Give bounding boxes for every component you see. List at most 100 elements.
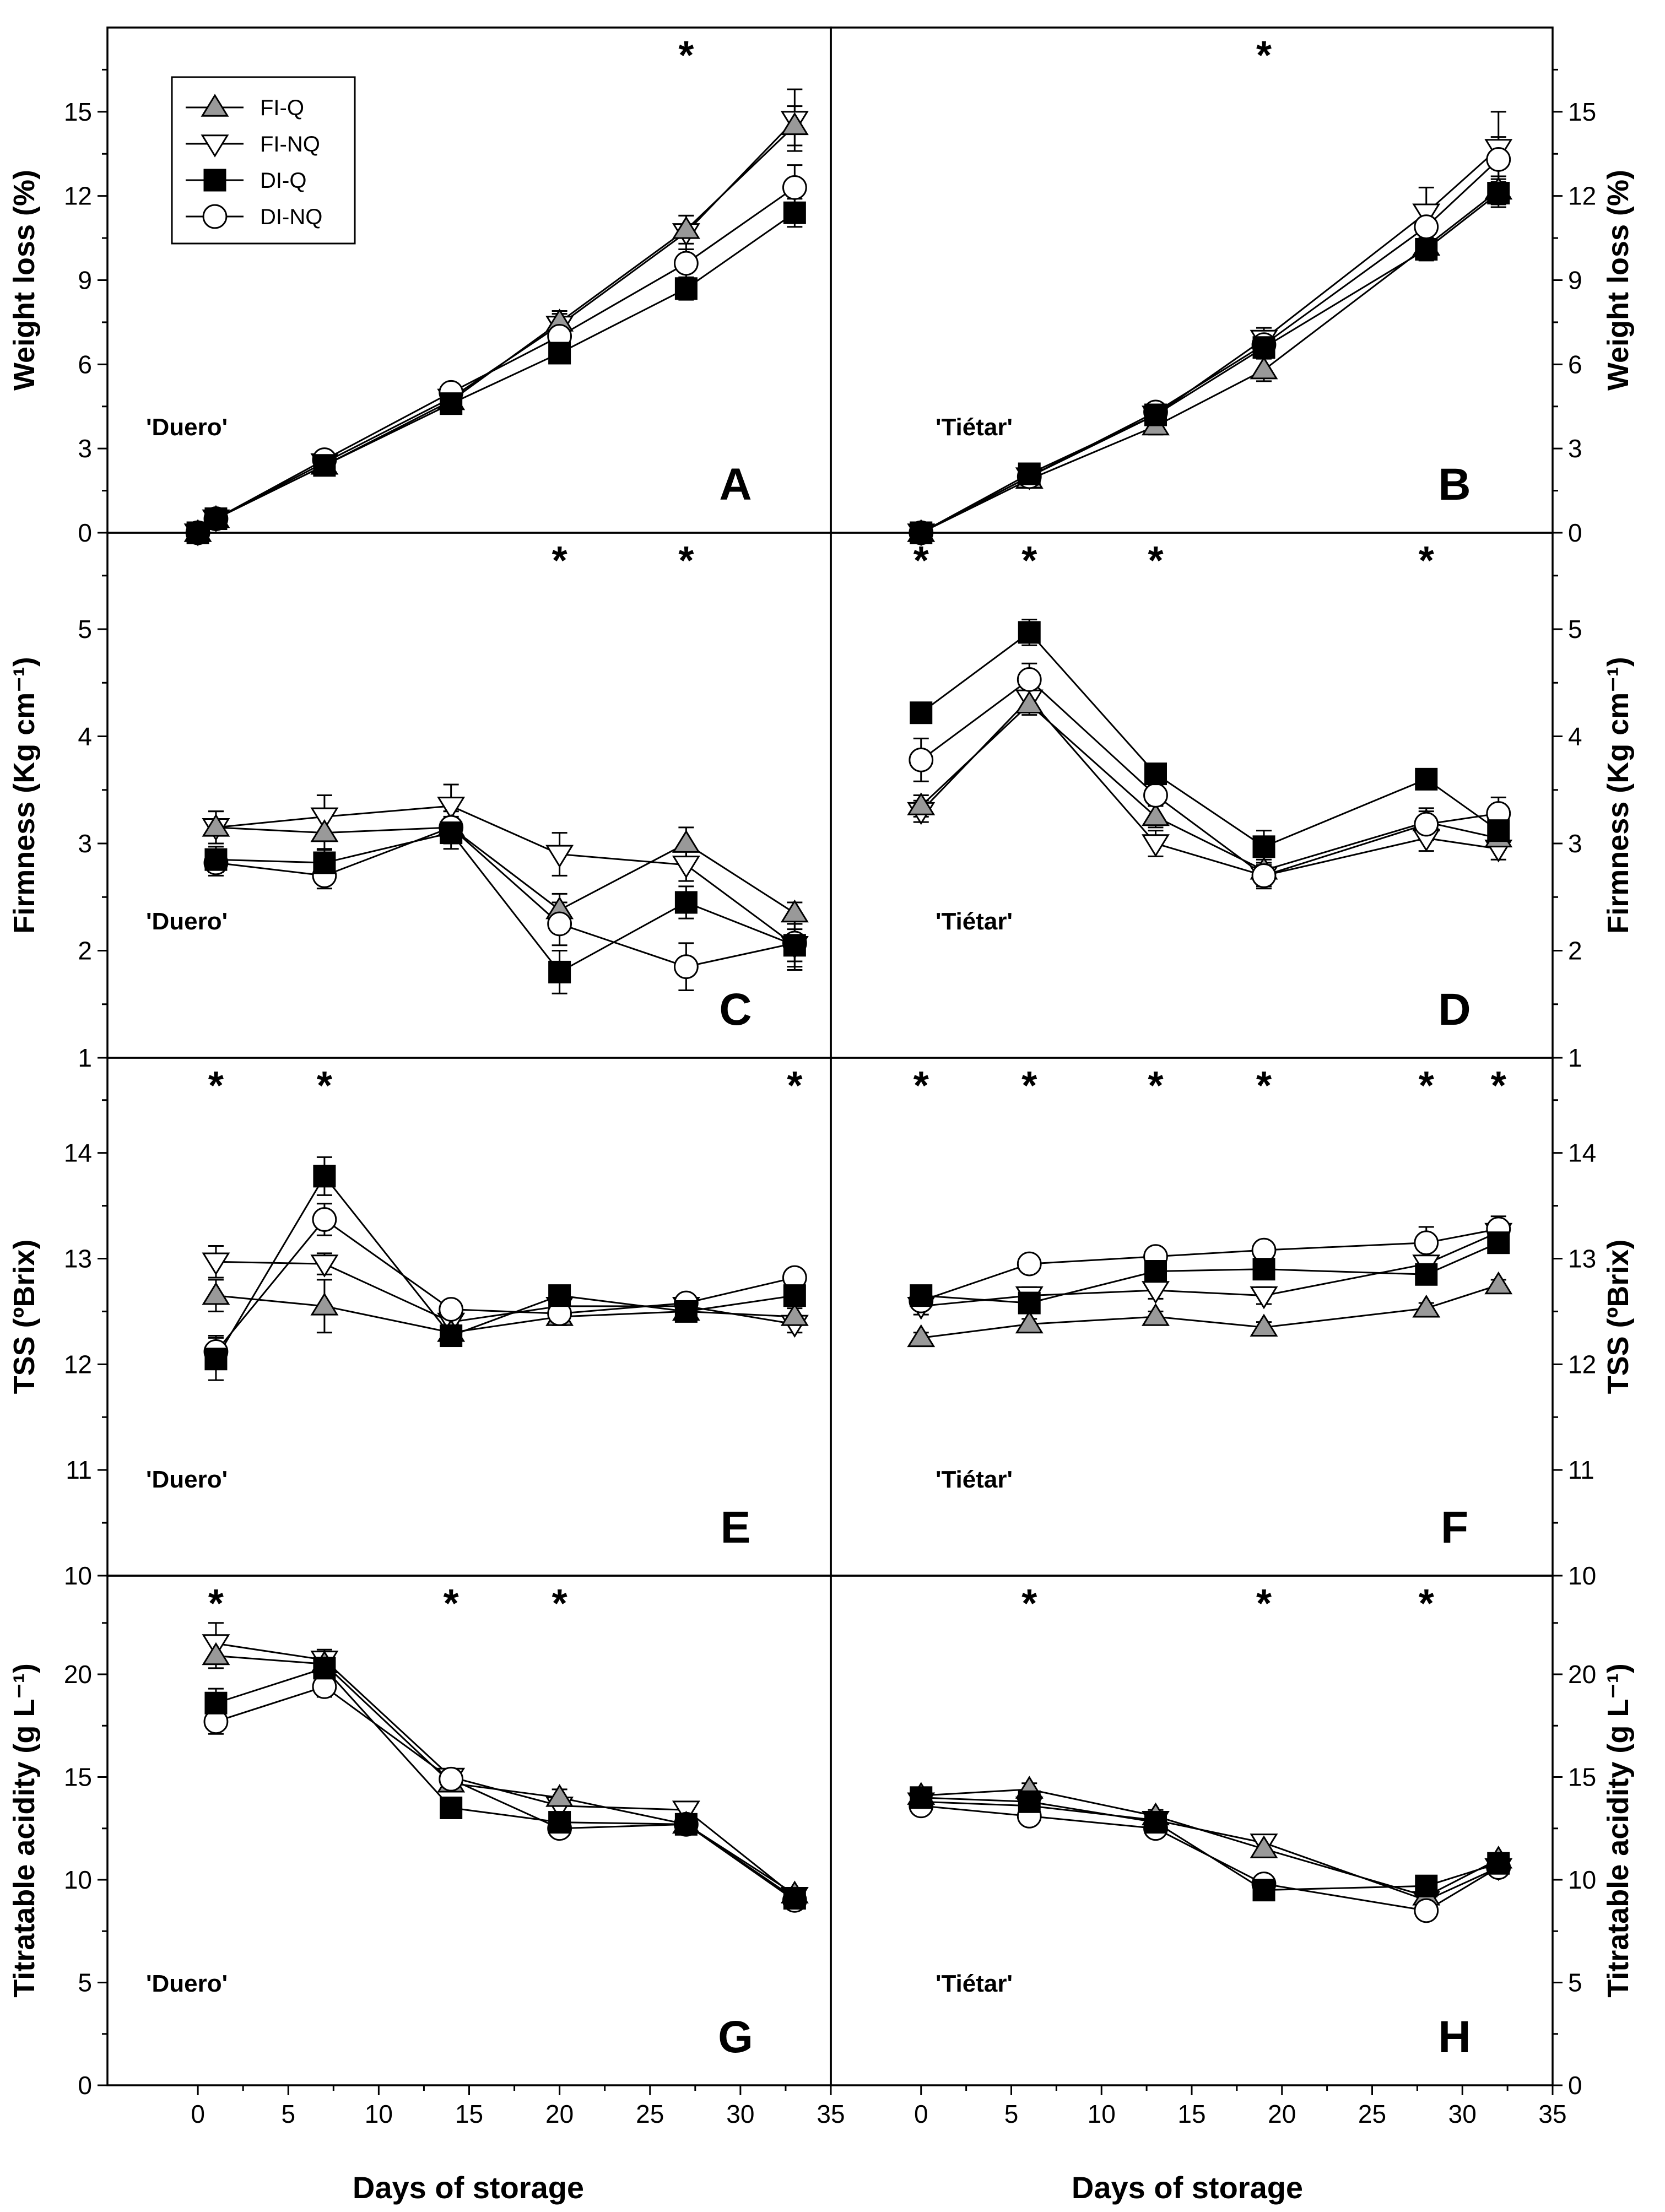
y-tick-label: 14 [1568, 1139, 1596, 1167]
data-point [1415, 767, 1438, 791]
panel-b-series-di-nq [913, 136, 1506, 537]
legend-item-fi-q: FI-Q [186, 94, 304, 120]
legend-label: FI-Q [260, 96, 304, 120]
y-tick-label: 10 [1568, 1865, 1596, 1894]
data-point [204, 507, 228, 531]
data-point [783, 1887, 806, 1910]
panel-d-letter: D [1438, 985, 1471, 1035]
x-tick-label: 15 [1177, 2100, 1205, 2128]
series-line [921, 192, 1499, 534]
series-line [920, 678, 1499, 877]
panel-e-markers-di-q [204, 1165, 806, 1371]
data-point [910, 1786, 933, 1809]
panel-b-y-axis: 0 3 6 9 12 15 [1553, 68, 1596, 547]
x-tick-label: 25 [636, 2100, 664, 2128]
panel-a-y-axis: 0 3 6 9 12 15 [64, 68, 107, 547]
significance-star: * [444, 1582, 459, 1626]
significance-star: * [1256, 1582, 1272, 1626]
data-point [1144, 762, 1167, 786]
panel-g-markers-di-q [204, 1657, 806, 1910]
panel-g-series-di-q [208, 1654, 803, 1906]
panel-f: 10 11 12 13 14 TSS (ºBrix) * * * * * * 'Tiétar' F [830, 1057, 1635, 1590]
data-point [672, 830, 700, 853]
panel-a-y-axis-label: Weight loss (%) [8, 170, 41, 391]
data-point [1252, 336, 1275, 359]
panel-f-cultivar-label: 'Tiétar' [936, 1466, 1013, 1493]
panel-e-letter: E [721, 1502, 751, 1553]
data-point [907, 792, 936, 815]
series-line [215, 831, 795, 974]
significance-star: * [1021, 1582, 1037, 1626]
data-point [1414, 214, 1439, 240]
panel-g: 0 5 10 15 20 Titratable acidity (g L⁻¹) 0 5 10 15… [8, 1575, 845, 2128]
significance-star: * [1256, 34, 1272, 78]
data-point [1018, 1291, 1041, 1315]
data-point [1252, 1879, 1275, 1902]
panel-f-markers-fi-q [907, 1271, 1513, 1348]
significance-star: * [913, 539, 929, 583]
panel-d: 1 2 3 4 5 Firmness (Kg cm⁻¹) * * * * 'Tiétar' D [830, 532, 1635, 1072]
y-tick-label: 15 [1568, 1763, 1596, 1792]
panel-c-y-axis-label: Firmness (Kg cm⁻¹) [8, 657, 41, 934]
y-tick-label: 4 [1568, 722, 1582, 751]
panel-a-markers-di-q [186, 201, 806, 544]
panel-c-markers-di-q [204, 821, 806, 983]
significance-star: * [1256, 1064, 1272, 1108]
x-tick-label: 20 [545, 2100, 574, 2128]
legend-marker [203, 169, 226, 192]
panel-e-markers-di-nq [203, 1207, 807, 1364]
legend-label: FI-NQ [260, 132, 320, 156]
significance-star: * [208, 1064, 224, 1108]
x-tick-label: 35 [817, 2100, 845, 2128]
data-point [1486, 147, 1511, 172]
y-tick-label: 2 [1568, 937, 1582, 965]
data-point [780, 1303, 809, 1326]
panel-c-cultivar-label: 'Duero' [146, 908, 228, 935]
panel-f-series-di-nq [913, 1215, 1506, 1311]
y-tick-label: 11 [1568, 1456, 1594, 1484]
y-tick-label: 20 [1568, 1660, 1596, 1689]
data-point [674, 1813, 698, 1836]
series-line [215, 1295, 795, 1334]
series-line [215, 1642, 796, 1897]
panel-f-y-axis: 10 11 12 13 14 [1553, 1099, 1596, 1590]
y-tick-label: 12 [64, 1350, 92, 1378]
data-point [674, 277, 698, 300]
data-point [1142, 834, 1170, 857]
data-point [439, 1297, 464, 1322]
x-tick-label: 20 [1268, 2100, 1296, 2128]
series-line [921, 190, 1499, 534]
data-point [204, 1348, 228, 1371]
data-point [437, 797, 466, 820]
panel-d-cultivar-label: 'Tiétar' [936, 908, 1013, 935]
panel-h-y-axis: 0 5 10 15 20 [1553, 1622, 1596, 2100]
panel-g-x-axis: 0 5 10 15 20 25 30 35 [191, 2085, 845, 2128]
y-tick-label: 9 [1568, 266, 1582, 295]
series-line [920, 697, 1499, 877]
data-point [440, 392, 463, 415]
series-line [215, 1261, 795, 1325]
data-point [674, 891, 698, 914]
significance-star: * [1021, 539, 1037, 583]
series-line [197, 212, 796, 534]
data-point [783, 934, 806, 957]
data-point [1018, 1790, 1041, 1813]
significance-star: * [787, 1064, 802, 1108]
significance-star: * [552, 1582, 567, 1626]
y-tick-label: 2 [78, 937, 92, 965]
y-tick-label: 10 [64, 1865, 92, 1894]
panel-e-frame [106, 1057, 832, 1577]
panel-h-cultivar-label: 'Tiétar' [936, 1970, 1013, 1997]
y-tick-label: 12 [1568, 182, 1596, 210]
data-point [782, 175, 807, 200]
series-line [215, 1175, 795, 1360]
x-axis-title-right: Days of storage [1072, 2170, 1303, 2205]
y-tick-label: 5 [1568, 615, 1582, 643]
y-tick-label: 9 [78, 266, 92, 295]
data-point [780, 112, 809, 136]
data-point [1144, 1260, 1167, 1283]
data-point [548, 1811, 571, 1834]
y-tick-label: 3 [1568, 829, 1582, 858]
